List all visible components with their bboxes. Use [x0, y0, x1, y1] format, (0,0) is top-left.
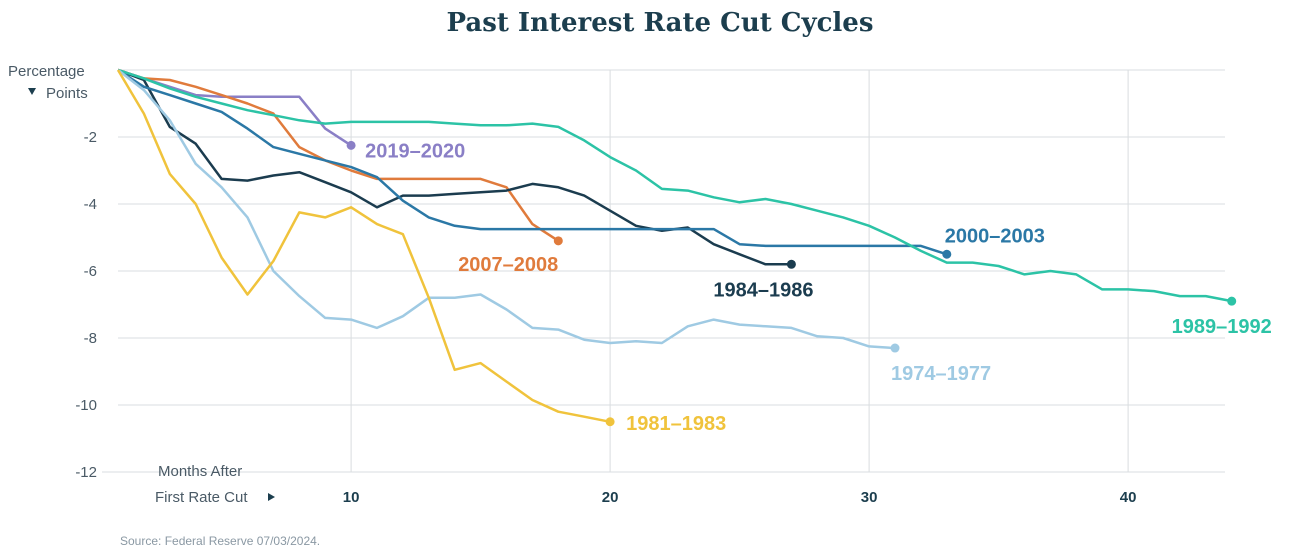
series-line: [117, 68, 792, 266]
series-line: [117, 69, 896, 350]
series-line: [116, 69, 611, 424]
tick-labels: -2 -4 -6 -8 -10 -12 10 20 30 40: [75, 129, 1136, 506]
y-tick-label: -6: [84, 263, 97, 280]
series-end-point: [786, 259, 796, 269]
series-label: 1989–1992: [1172, 316, 1272, 338]
series-end-point: [605, 417, 615, 427]
series-end-point: [1227, 296, 1237, 306]
x-tick-label: 10: [343, 489, 360, 506]
series-line: [117, 68, 559, 242]
series-lines: [116, 68, 1237, 427]
y-tick-label: -4: [84, 196, 97, 213]
y-axis-arrow-icon: [28, 88, 36, 95]
source-note: Source: Federal Reserve 07/03/2024.: [120, 534, 320, 548]
y-tick-label: -8: [84, 330, 97, 347]
x-axis-arrow-icon: [268, 493, 275, 501]
series-label: 2019–2020: [365, 140, 465, 162]
y-axis-label-line1: Percentage: [8, 63, 85, 80]
series-1974-1977: [117, 69, 900, 353]
x-tick-label: 40: [1120, 489, 1137, 506]
series-label: 1984–1986: [713, 279, 813, 301]
chart-title: Past Interest Rate Cut Cycles: [447, 8, 874, 38]
y-tick-label: -10: [75, 397, 97, 414]
x-tick-label: 30: [861, 489, 878, 506]
series-label: 2007–2008: [458, 254, 558, 276]
series-2000-2003: [117, 68, 952, 259]
x-tick-label: 20: [602, 489, 619, 506]
series-label: 1974–1977: [891, 363, 991, 385]
series-2007-2008: [117, 68, 563, 246]
series-label: 1981–1983: [626, 413, 726, 435]
series-1989-1992: [117, 68, 1237, 306]
x-axis-label-line1: Months After: [158, 463, 242, 480]
series-end-point: [942, 249, 952, 259]
series-1981-1983: [116, 69, 615, 427]
series-1984-1986: [117, 68, 796, 269]
y-tick-label: -12: [75, 464, 97, 481]
series-end-point: [890, 343, 900, 353]
series-line: [117, 68, 1232, 303]
x-axis-label-line2: First Rate Cut: [155, 489, 248, 506]
series-label: 2000–2003: [945, 225, 1045, 247]
series-labels: 2019–2020 2007–2008 1984–1986 2000–2003 1989…: [365, 140, 1272, 434]
series-end-point: [346, 140, 356, 150]
series-end-point: [553, 236, 563, 246]
y-tick-label: -2: [84, 129, 97, 146]
y-axis-label-line2: Points: [46, 85, 88, 102]
series-line: [117, 68, 948, 256]
